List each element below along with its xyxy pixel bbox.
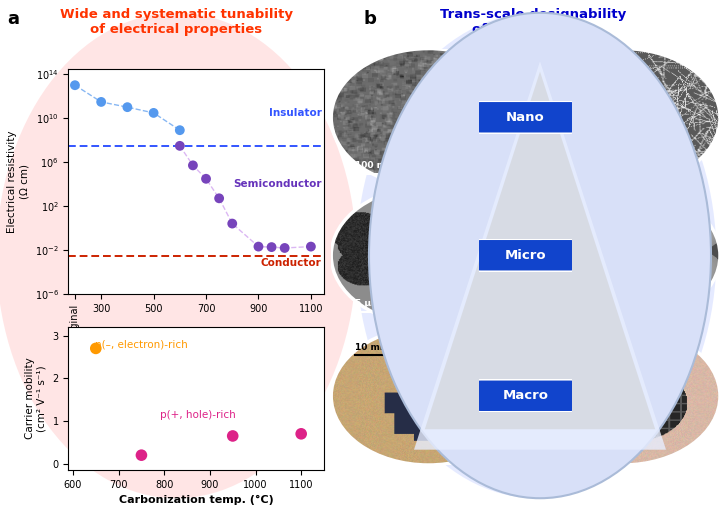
Text: 5 μm: 5 μm: [549, 299, 575, 308]
Y-axis label: Electrical resistivity
(Ω cm): Electrical resistivity (Ω cm): [7, 130, 29, 233]
Point: [266, 243, 277, 251]
Point: [174, 126, 186, 134]
X-axis label: Carbonization temp. (°C): Carbonization temp. (°C): [119, 495, 274, 505]
Text: 10 mm: 10 mm: [354, 343, 389, 352]
Polygon shape: [414, 61, 666, 450]
FancyBboxPatch shape: [476, 101, 575, 134]
Ellipse shape: [356, 13, 716, 498]
Text: b: b: [364, 10, 377, 28]
Point: [305, 243, 317, 251]
Point: [174, 142, 186, 150]
Point: [135, 451, 147, 459]
Ellipse shape: [0, 13, 356, 498]
Point: [213, 194, 225, 202]
Text: Semiconductor: Semiconductor: [233, 179, 321, 189]
Text: Trans-scale designability
of 3D structures: Trans-scale designability of 3D structur…: [440, 8, 626, 36]
Text: Macro: Macro: [503, 389, 549, 402]
Point: [227, 220, 238, 228]
Ellipse shape: [369, 13, 711, 498]
X-axis label: Carbonization temp. (°C): Carbonization temp. (°C): [119, 347, 274, 357]
Text: a: a: [7, 10, 19, 28]
Polygon shape: [425, 72, 655, 429]
Point: [96, 98, 107, 106]
Point: [187, 161, 199, 170]
Text: p(+, hole)-rich: p(+, hole)-rich: [160, 410, 235, 420]
Point: [295, 430, 307, 438]
Point: [122, 103, 133, 111]
Text: Micro: Micro: [505, 249, 546, 262]
Text: 100 nm: 100 nm: [549, 161, 586, 170]
FancyBboxPatch shape: [476, 239, 575, 272]
Text: Nano: Nano: [506, 111, 545, 124]
FancyBboxPatch shape: [476, 379, 575, 412]
Point: [148, 109, 159, 117]
Point: [200, 175, 212, 183]
Y-axis label: Carrier mobility
(cm² V⁻¹ s⁻¹): Carrier mobility (cm² V⁻¹ s⁻¹): [25, 358, 47, 439]
Point: [90, 344, 102, 353]
Text: Conductor: Conductor: [261, 259, 321, 268]
Text: Wide and systematic tunability
of electrical properties: Wide and systematic tunability of electr…: [60, 8, 293, 36]
Text: 5 μm: 5 μm: [354, 299, 380, 308]
Text: 100 nm: 100 nm: [354, 161, 392, 170]
Text: Insulator: Insulator: [269, 108, 321, 118]
Point: [69, 81, 81, 89]
Point: [227, 432, 238, 440]
Text: 10 mm: 10 mm: [603, 343, 638, 352]
Point: [253, 243, 264, 251]
Text: n(–, electron)-rich: n(–, electron)-rich: [95, 340, 188, 350]
Point: [279, 244, 290, 252]
